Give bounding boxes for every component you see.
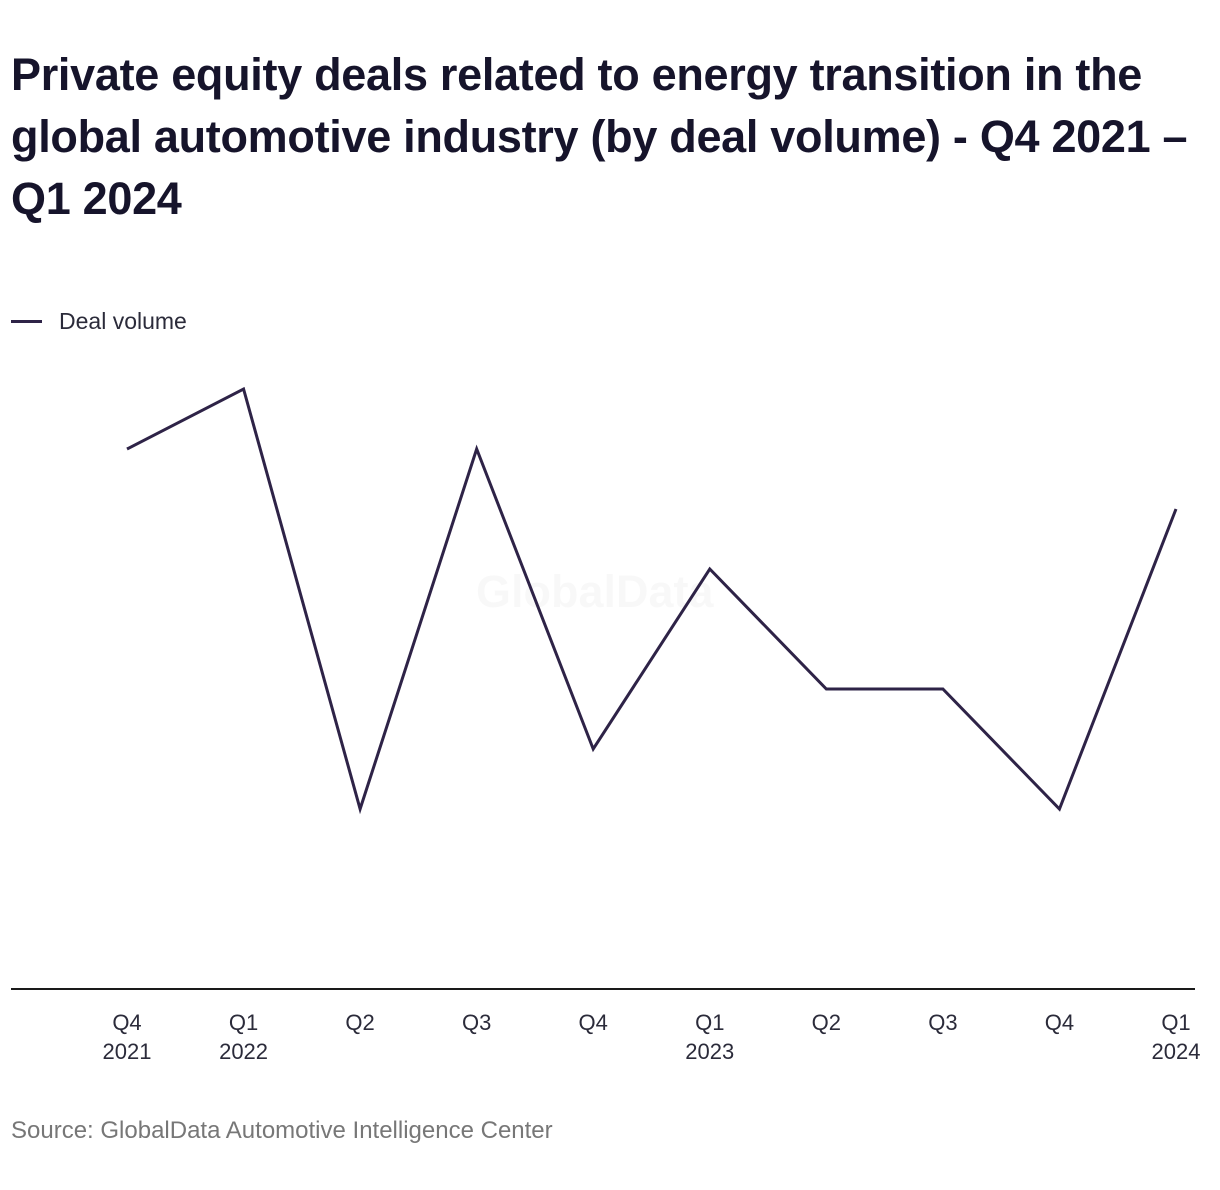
x-tick-year-0: 2021 xyxy=(103,1039,152,1064)
x-tick-label-6: Q2 xyxy=(812,1010,841,1035)
legend: Deal volume xyxy=(11,306,187,336)
legend-label: Deal volume xyxy=(59,307,187,334)
x-tick-label-4: Q4 xyxy=(579,1010,608,1035)
legend-line-swatch xyxy=(11,319,42,323)
x-tick-label-3: Q3 xyxy=(462,1010,491,1035)
x-tick-label-5: Q1 xyxy=(695,1010,724,1035)
x-tick-year-5: 2023 xyxy=(685,1039,734,1064)
series-line-deal-volume xyxy=(126,386,1178,815)
x-tick-year-9: 2024 xyxy=(1152,1039,1201,1064)
x-tick-label-8: Q4 xyxy=(1045,1010,1074,1035)
chart-title: Private equity deals related to energy t… xyxy=(11,49,1188,224)
x-tick-label-0: Q4 xyxy=(112,1010,141,1035)
source-note: Source: GlobalData Automotive Intelligen… xyxy=(11,1117,553,1144)
x-tick-label-9: Q1 xyxy=(1161,1010,1190,1035)
line-chart: Q4 2021 Q1 2022 Q2 Q3 Q4 Q1 2023 Q2 Q3 Q4 Q1 2024 xyxy=(11,386,1201,1064)
x-tick-labels: Q4 2021 Q1 2022 Q2 Q3 Q4 Q1 2023 Q2 Q3 Q4 Q1 2024 xyxy=(103,1010,1201,1064)
x-tick-label-7: Q3 xyxy=(928,1010,957,1035)
x-tick-label-1: Q1 xyxy=(229,1010,258,1035)
x-tick-year-1: 2022 xyxy=(219,1039,268,1064)
x-tick-label-2: Q2 xyxy=(345,1010,374,1035)
